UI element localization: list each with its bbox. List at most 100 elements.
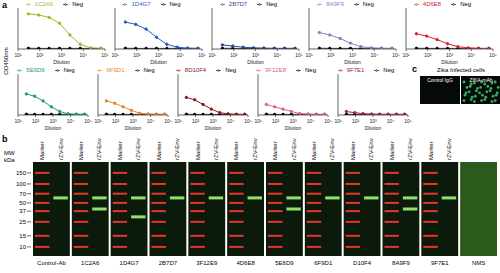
svg-text:10³: 10³ bbox=[252, 52, 260, 58]
svg-text:Marker: Marker bbox=[156, 141, 162, 160]
svg-text:rZV-Env: rZV-Env bbox=[174, 138, 180, 160]
svg-text:150: 150 bbox=[16, 170, 27, 176]
svg-text:Marker: Marker bbox=[428, 141, 434, 160]
svg-text:10⁵: 10⁵ bbox=[404, 118, 412, 124]
svg-text:10²: 10² bbox=[327, 52, 335, 58]
svg-text:rZV-Env: rZV-Env bbox=[252, 138, 258, 160]
svg-text:15: 15 bbox=[19, 233, 26, 239]
svg-text:10⁵: 10⁵ bbox=[244, 118, 252, 124]
svg-text:NMS: NMS bbox=[472, 260, 485, 266]
svg-text:10: 10 bbox=[19, 244, 26, 250]
svg-text:10¹: 10¹ bbox=[334, 118, 342, 124]
svg-text:MW: MW bbox=[8, 150, 15, 156]
svg-text:10⁵: 10⁵ bbox=[198, 52, 206, 58]
svg-text:rZV-Env: rZV-Env bbox=[329, 138, 335, 160]
svg-text:10²: 10² bbox=[424, 52, 432, 58]
svg-text:25: 25 bbox=[19, 219, 26, 225]
svg-text:rZV-Env: rZV-Env bbox=[96, 138, 102, 160]
svg-text:10¹: 10¹ bbox=[305, 52, 313, 58]
svg-text:10¹: 10¹ bbox=[111, 52, 119, 58]
svg-text:Dilution: Dilution bbox=[247, 59, 264, 64]
svg-text:10³: 10³ bbox=[369, 118, 377, 124]
svg-text:D10F4: D10F4 bbox=[353, 260, 372, 266]
svg-text:37: 37 bbox=[19, 208, 26, 214]
svg-text:5E6D9: 5E6D9 bbox=[275, 260, 294, 266]
svg-text:1D4G7: 1D4G7 bbox=[120, 260, 140, 266]
svg-text:Control IgG: Control IgG bbox=[427, 77, 453, 83]
svg-text:70: 70 bbox=[19, 191, 26, 197]
svg-text:10¹: 10¹ bbox=[94, 118, 102, 124]
svg-text:10³: 10³ bbox=[349, 52, 357, 58]
svg-text:2B7D7: 2B7D7 bbox=[159, 260, 178, 266]
svg-text:8A9F9: 8A9F9 bbox=[392, 260, 410, 266]
svg-text:10⁴: 10⁴ bbox=[67, 118, 75, 124]
svg-text:Control-Ab: Control-Ab bbox=[37, 260, 66, 266]
svg-text:Dilution: Dilution bbox=[125, 125, 142, 130]
svg-text:rZV-Env: rZV-Env bbox=[407, 138, 413, 160]
svg-text:10⁴: 10⁴ bbox=[79, 52, 87, 58]
svg-text:10⁴: 10⁴ bbox=[273, 52, 281, 58]
svg-text:6F9D1: 6F9D1 bbox=[314, 260, 333, 266]
svg-text:10²: 10² bbox=[133, 52, 141, 58]
svg-text:Marker: Marker bbox=[78, 141, 84, 160]
svg-text:rZV-Env: rZV-Env bbox=[58, 138, 64, 160]
svg-text:rZV-Env: rZV-Env bbox=[291, 138, 297, 160]
svg-text:10⁵: 10⁵ bbox=[489, 52, 492, 58]
svg-text:rZV-Env: rZV-Env bbox=[135, 138, 141, 160]
svg-text:10¹: 10¹ bbox=[14, 118, 22, 124]
svg-text:10²: 10² bbox=[352, 118, 360, 124]
svg-text:10⁵: 10⁵ bbox=[295, 52, 303, 58]
svg-text:10⁴: 10⁴ bbox=[227, 118, 235, 124]
svg-text:10¹: 10¹ bbox=[208, 52, 216, 58]
svg-text:Dilution: Dilution bbox=[205, 125, 222, 130]
svg-text:10²: 10² bbox=[36, 52, 44, 58]
svg-text:9F7E1: 9F7E1 bbox=[431, 260, 449, 266]
svg-text:10⁴: 10⁴ bbox=[307, 118, 315, 124]
svg-text:rZV-Env: rZV-Env bbox=[213, 138, 219, 160]
svg-text:10³: 10³ bbox=[289, 118, 297, 124]
svg-text:10⁵: 10⁵ bbox=[84, 118, 92, 124]
svg-text:10²: 10² bbox=[112, 118, 120, 124]
svg-text:10³: 10³ bbox=[129, 118, 137, 124]
svg-text:10²: 10² bbox=[230, 52, 238, 58]
svg-text:Dilution: Dilution bbox=[150, 59, 167, 64]
svg-text:10⁵: 10⁵ bbox=[392, 52, 400, 58]
svg-text:10⁵: 10⁵ bbox=[101, 52, 109, 58]
svg-text:10⁴: 10⁴ bbox=[467, 52, 475, 58]
svg-text:kDa: kDa bbox=[8, 157, 15, 163]
svg-text:4D6E8: 4D6E8 bbox=[236, 260, 255, 266]
svg-text:Marker: Marker bbox=[389, 141, 395, 160]
svg-text:100: 100 bbox=[16, 181, 27, 187]
svg-text:Dilution: Dilution bbox=[344, 59, 361, 64]
svg-text:rZV-Env: rZV-Env bbox=[368, 138, 374, 160]
svg-text:10⁴: 10⁴ bbox=[176, 52, 184, 58]
svg-text:Marker: Marker bbox=[350, 141, 356, 160]
svg-text:10²: 10² bbox=[272, 118, 280, 124]
svg-text:10³: 10³ bbox=[58, 52, 66, 58]
svg-text:Dilution: Dilution bbox=[285, 125, 302, 130]
svg-text:10²: 10² bbox=[32, 118, 40, 124]
svg-text:Marker: Marker bbox=[195, 141, 201, 160]
svg-text:10³: 10³ bbox=[49, 118, 57, 124]
svg-text:10⁴: 10⁴ bbox=[147, 118, 155, 124]
svg-text:Marker: Marker bbox=[272, 141, 278, 160]
svg-text:10²: 10² bbox=[192, 118, 200, 124]
svg-text:10¹: 10¹ bbox=[14, 52, 22, 58]
svg-text:10⁵: 10⁵ bbox=[164, 118, 172, 124]
svg-text:Marker: Marker bbox=[117, 141, 123, 160]
svg-text:10³: 10³ bbox=[446, 52, 454, 58]
svg-text:1C2A6: 1C2A6 bbox=[81, 260, 100, 266]
svg-text:Dilution: Dilution bbox=[53, 59, 70, 64]
svg-text:Dilution: Dilution bbox=[45, 125, 62, 130]
svg-text:rZV-Env: rZV-Env bbox=[446, 138, 452, 160]
svg-text:10¹: 10¹ bbox=[174, 118, 182, 124]
svg-text:10¹: 10¹ bbox=[254, 118, 262, 124]
svg-text:Dilution: Dilution bbox=[441, 59, 458, 64]
svg-text:10³: 10³ bbox=[209, 118, 217, 124]
svg-text:Marker: Marker bbox=[311, 141, 317, 160]
svg-text:10¹: 10¹ bbox=[402, 52, 410, 58]
svg-text:10⁴: 10⁴ bbox=[387, 118, 395, 124]
svg-text:Marker: Marker bbox=[39, 141, 45, 160]
svg-text:Dilution: Dilution bbox=[365, 125, 382, 130]
svg-text:10⁵: 10⁵ bbox=[324, 118, 332, 124]
